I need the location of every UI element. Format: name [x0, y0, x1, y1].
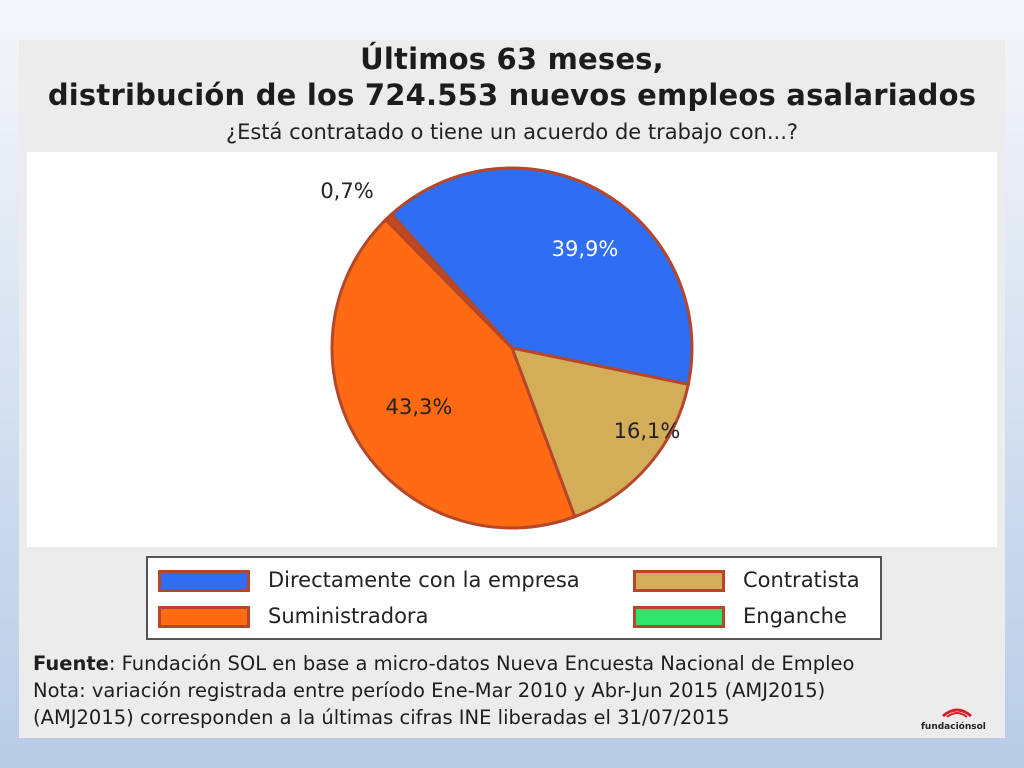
logo-mark-icon [942, 708, 972, 718]
legend-label: Suministradora [268, 604, 429, 628]
pie-slice [383, 212, 514, 350]
pie-slice-label: 0,7% [320, 179, 373, 203]
legend-label: Contratista [743, 568, 860, 592]
legend-label: Enganche [743, 604, 847, 628]
pie-slice-label: 43,3% [386, 395, 453, 419]
legend: Directamente con la empresa Contratista … [146, 556, 882, 640]
chart-notes: Fuente: Fundación SOL en base a micro-da… [33, 650, 993, 731]
chart-title-line2: distribución de los 724.553 nuevos emple… [47, 78, 977, 112]
logo-text: fundaciónsol [921, 722, 986, 732]
legend-swatch [158, 606, 250, 628]
pie-slice-label: 16,1% [614, 419, 681, 443]
pie-chart: 39,9% 16,1% 43,3% 0,7% [320, 166, 694, 530]
pie-slice [389, 166, 694, 387]
source-text: : Fundación SOL en base a micro-datos Nu… [108, 652, 855, 675]
chart-card: Últimos 63 meses, distribución de los 72… [19, 40, 1005, 738]
chart-question: ¿Está contratado o tiene un acuerdo de t… [225, 120, 799, 144]
legend-label: Directamente con la empresa [268, 568, 580, 592]
pie-slice [509, 345, 691, 519]
legend-swatch [633, 570, 725, 592]
chart-title: Últimos 63 meses, [360, 42, 664, 76]
pie-slice [330, 217, 577, 530]
legend-swatch [633, 606, 725, 628]
source-label: Fuente [33, 652, 109, 675]
fundacion-sol-logo: fundaciónsol [921, 702, 993, 732]
source-line: Fuente: Fundación SOL en base a micro-da… [33, 650, 993, 677]
legend-swatch [158, 570, 250, 592]
pie-slice-label: 39,9% [552, 237, 619, 261]
note-line-1: Nota: variación registrada entre período… [33, 679, 826, 702]
note-line-2: (AMJ2015) corresponden a la últimas cifr… [33, 706, 730, 729]
plot-area: 39,9% 16,1% 43,3% 0,7% [27, 152, 997, 547]
